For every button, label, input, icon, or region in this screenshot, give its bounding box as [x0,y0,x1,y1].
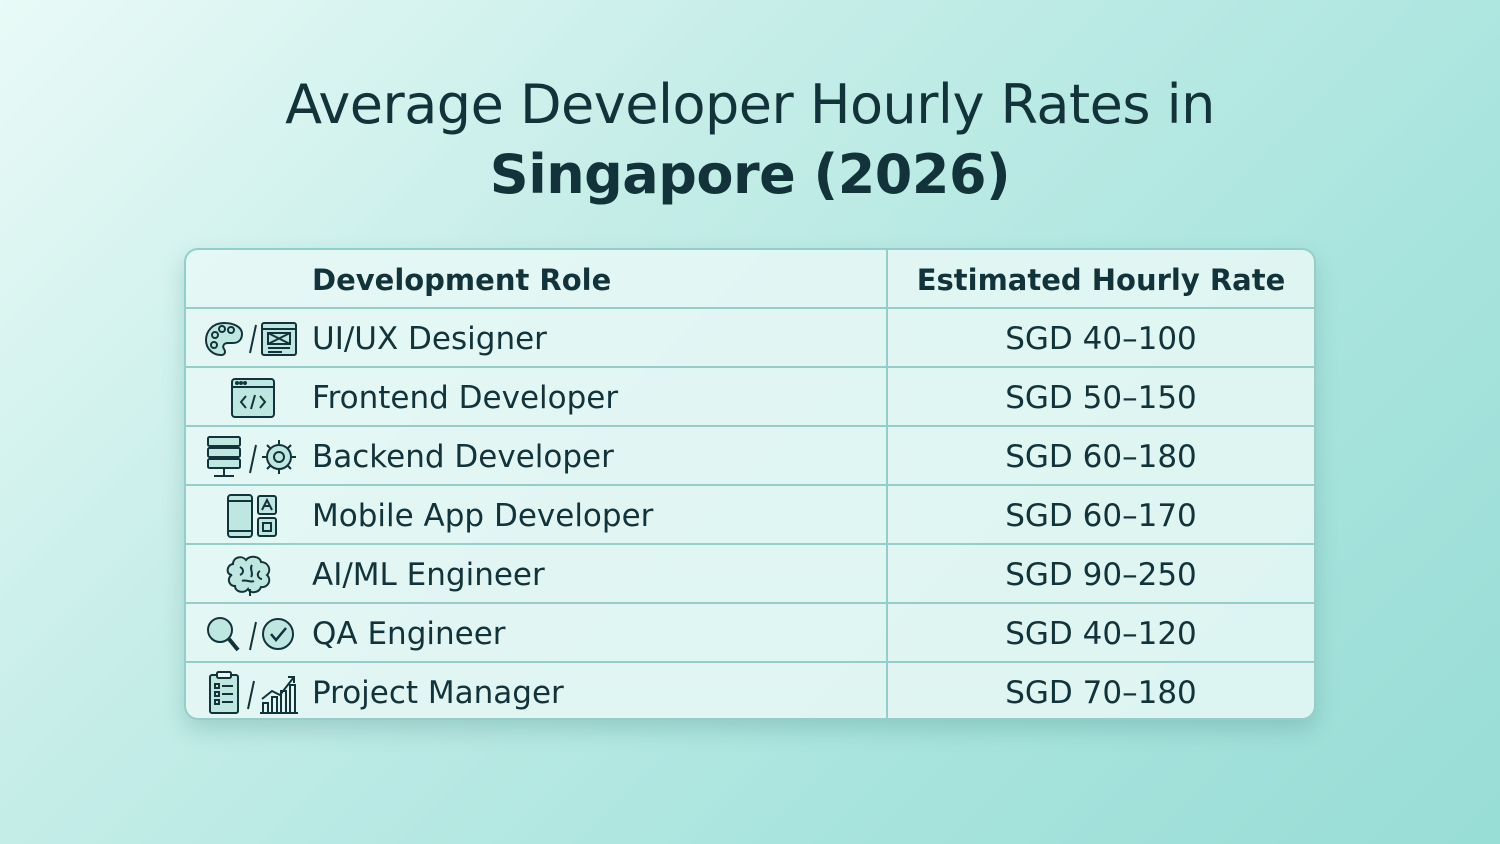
header-estimated-hourly-rate: Estimated Hourly Rate [916,262,1286,297]
role-label: Project Manager [312,674,564,711]
role-label: Frontend Developer [312,379,619,416]
role-label: Mobile App Developer [312,497,654,534]
rate-value: SGD 60–180 [1005,438,1197,475]
table-row: AI/ML Engineer SGD 90–250 [186,545,1314,604]
rate-value: SGD 60–170 [1005,497,1197,534]
table-row: Mobile App Developer SGD 60–170 [186,486,1314,545]
rate-value: SGD 50–150 [1005,379,1197,416]
role-label: UI/UX Designer [312,320,547,357]
role-label: QA Engineer [312,615,506,652]
table-row: Backend Developer SGD 60–180 [186,427,1314,486]
table-row: QA Engineer SGD 40–120 [186,604,1314,663]
chart-title-line2: Singapore (2026) [489,143,1011,206]
rate-value: SGD 40–120 [1005,615,1197,652]
rate-value: SGD 70–180 [1005,674,1197,711]
server-and-gear-icon [202,433,302,481]
rates-table: Development Role Estimated Hourly Rate U… [184,248,1316,720]
smartphone-apps-icon [202,492,302,540]
table-row: Frontend Developer SGD 50–150 [186,368,1314,427]
palette-and-wireframe-icon [202,315,302,363]
role-label: AI/ML Engineer [312,556,545,593]
header-development-role: Development Role [312,262,612,297]
rate-value: SGD 90–250 [1005,556,1197,593]
chart-title-line1: Average Developer Hourly Rates in [285,73,1215,136]
table-row: UI/UX Designer SGD 40–100 [186,309,1314,368]
magnifier-and-check-icon [202,610,302,658]
table-header-row: Development Role Estimated Hourly Rate [186,250,1314,309]
code-window-icon [202,374,302,422]
clipboard-and-chart-icon [202,669,302,717]
rate-value: SGD 40–100 [1005,320,1197,357]
table-row: Project Manager SGD 70–180 [186,663,1314,718]
brain-icon [202,551,302,599]
role-label: Backend Developer [312,438,614,475]
